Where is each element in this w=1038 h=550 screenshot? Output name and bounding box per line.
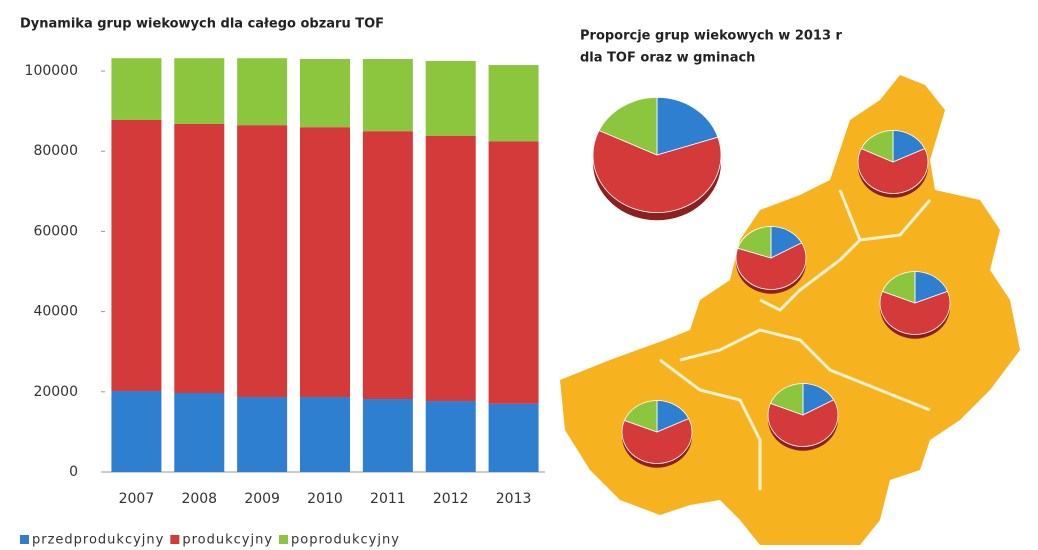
y-tick-label: 40000 bbox=[33, 304, 78, 320]
pie-slice bbox=[737, 226, 772, 259]
legend-label: produkcyjny bbox=[182, 533, 273, 548]
bar-segment bbox=[174, 58, 225, 124]
legend-swatch bbox=[279, 535, 289, 544]
bar-segment bbox=[300, 127, 350, 398]
bar-segment bbox=[488, 65, 539, 142]
bar-segment bbox=[425, 61, 476, 137]
y-tick-label: 80000 bbox=[33, 143, 78, 159]
pie-slice bbox=[656, 96, 719, 156]
x-tick-label: 2008 bbox=[181, 491, 217, 507]
pie-slice bbox=[857, 148, 929, 194]
legend-swatch bbox=[170, 535, 180, 544]
bar-segment bbox=[111, 391, 162, 472]
chart-title: Proporcje grup wiekowych w 2013 r bbox=[580, 29, 843, 44]
bar-segment bbox=[300, 397, 350, 472]
bar-segment bbox=[362, 399, 413, 472]
legend-label: przedprodukcyjny bbox=[32, 533, 164, 548]
bar-segment bbox=[362, 131, 413, 400]
pie-slice bbox=[892, 130, 926, 163]
x-tick-label: 2007 bbox=[119, 491, 155, 507]
bar-segment bbox=[425, 136, 476, 402]
pie-slice bbox=[769, 383, 804, 416]
bar-segment bbox=[425, 401, 476, 472]
bar-segment bbox=[362, 59, 413, 132]
pie-slice bbox=[860, 130, 894, 163]
x-tick-label: 2011 bbox=[370, 491, 406, 507]
bar-segment bbox=[111, 58, 162, 120]
pie-slice bbox=[914, 271, 949, 304]
y-tick-label: 60000 bbox=[33, 223, 78, 239]
legend-label: poprodukcyjny bbox=[291, 533, 400, 548]
pie-slice bbox=[598, 96, 658, 156]
chart-subtitle: dla TOF oraz w gminach bbox=[580, 51, 755, 66]
y-tick-label: 100000 bbox=[25, 63, 78, 79]
pie-slice bbox=[621, 418, 693, 464]
pie-slice bbox=[656, 400, 690, 433]
x-tick-label: 2010 bbox=[307, 491, 343, 507]
pie-slice bbox=[767, 399, 839, 447]
x-tick-label: 2009 bbox=[244, 491, 280, 507]
bar-segment bbox=[237, 58, 288, 126]
bar-segment bbox=[488, 403, 539, 472]
pie-slice bbox=[881, 271, 916, 304]
x-tick-label: 2013 bbox=[496, 491, 532, 507]
pie-slice bbox=[879, 290, 951, 335]
pie-slice bbox=[592, 129, 722, 213]
bar-segment bbox=[237, 397, 288, 472]
bar-segment bbox=[300, 59, 350, 128]
bar-segment bbox=[111, 119, 162, 392]
bar-segment bbox=[237, 125, 288, 398]
bar-segment bbox=[174, 393, 225, 472]
legend-swatch bbox=[20, 535, 29, 544]
y-tick-label: 0 bbox=[69, 464, 78, 480]
pie-slice bbox=[735, 242, 807, 290]
bar-segment bbox=[488, 141, 539, 404]
bar-segment bbox=[174, 123, 225, 394]
borders bbox=[659, 189, 932, 490]
chart-title: Dynamika grup wiekowych dla całego obzar… bbox=[20, 17, 384, 32]
pie-slice bbox=[623, 400, 658, 433]
y-tick-label: 20000 bbox=[33, 384, 78, 400]
x-tick-label: 2012 bbox=[433, 491, 469, 507]
